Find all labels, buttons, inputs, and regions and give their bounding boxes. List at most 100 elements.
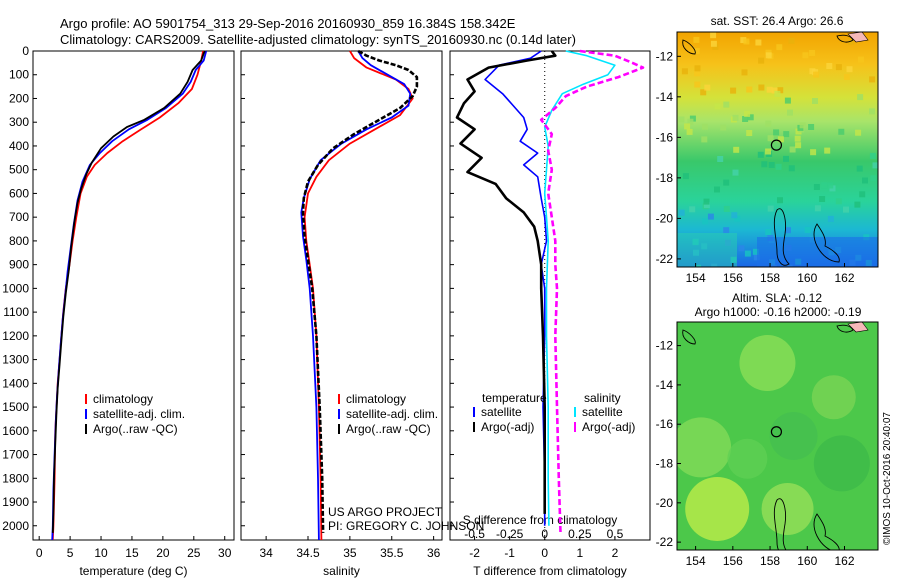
- sst-cell: [773, 129, 780, 136]
- sst-cell: [733, 146, 740, 153]
- coastline: [773, 498, 787, 550]
- sst-cell: [777, 197, 783, 204]
- land-patch: [847, 32, 869, 43]
- sst-cell: [703, 202, 710, 209]
- tdiff-tick-label: -2: [469, 546, 480, 560]
- tdiff-tick-label: 0: [541, 546, 548, 560]
- depth-tick-label: 900: [9, 258, 29, 272]
- sst-cell: [742, 116, 749, 122]
- sst-cell: [799, 122, 806, 129]
- sst-cell: [855, 129, 862, 136]
- sst-cell: [777, 136, 784, 143]
- temperature-tick-label: 25: [187, 546, 201, 560]
- legend-entry: satellite-adj. clim.: [346, 407, 438, 421]
- sst-cell: [788, 37, 795, 44]
- temperature-panel: 0100200300400500600700800900100011001200…: [2, 44, 235, 578]
- coastline: [682, 329, 696, 345]
- depth-tick-label: 2000: [2, 519, 29, 533]
- sst-cell: [795, 142, 802, 149]
- map-lat-label: -16: [656, 130, 674, 144]
- sst-cell: [857, 94, 864, 101]
- sst-cell: [747, 114, 754, 121]
- map-lat-label: -22: [656, 535, 674, 549]
- sst-cell: [826, 63, 833, 69]
- depth-tick-label: 100: [9, 68, 29, 82]
- map-lat-label: -14: [656, 90, 674, 104]
- map-lon-label: 154: [686, 554, 706, 568]
- map-lat-label: -18: [656, 457, 674, 471]
- sla-map-subtitle: Argo h1000: -0.16 h2000: -0.19: [695, 305, 862, 319]
- sst-cell: [677, 233, 737, 267]
- sst-cell: [723, 227, 730, 234]
- sst-cell: [694, 65, 701, 72]
- sst-cell: [857, 56, 864, 63]
- legend-entry: satellite: [481, 405, 522, 419]
- sst-cell: [702, 218, 709, 225]
- sst-cell: [710, 32, 717, 39]
- tdiff-tick-label: 2: [612, 546, 619, 560]
- sst-cell: [765, 148, 772, 155]
- sst-cell: [694, 70, 701, 77]
- sla-blob: [727, 438, 768, 479]
- sdiff-axis-label: S difference from climatology: [463, 513, 618, 527]
- map-lon-label: 154: [686, 271, 706, 285]
- sst-cell: [681, 68, 688, 75]
- sst-cell: [710, 40, 717, 47]
- sst-cell: [746, 130, 753, 136]
- depth-tick-label: 1300: [2, 353, 29, 367]
- sst-cell: [740, 37, 747, 44]
- map-lon-label: 158: [760, 554, 780, 568]
- depth-tick-label: 1800: [2, 471, 29, 485]
- sst-cell: [714, 186, 720, 193]
- profile-title: Argo profile: AO 5901754_313 29-Sep-2016…: [60, 16, 516, 31]
- sst-cell: [707, 213, 714, 220]
- sst-cell: [843, 73, 850, 80]
- sdiff-tick-label: -0.25: [496, 527, 524, 541]
- sst-cell: [765, 52, 772, 59]
- sst-cell: [741, 69, 748, 76]
- pi-label: PI: GREGORY C. JOHNSON: [328, 519, 484, 533]
- sst-cell: [765, 120, 772, 127]
- sst-cell: [767, 135, 774, 142]
- difference-panel: -2 -1 0 1 2 -0.5 -0.25 0 0.25 0.5S difference fro…: [449, 49, 651, 578]
- depth-tick-label: 1200: [2, 329, 29, 343]
- sst-cell: [777, 87, 784, 94]
- sst-cell: [848, 38, 855, 45]
- sst-cell: [768, 162, 775, 168]
- salinity-tick-label: 36: [427, 546, 441, 560]
- sst-cell: [731, 212, 738, 219]
- depth-tick-label: 1500: [2, 400, 29, 414]
- depth-tick-label: 1600: [2, 424, 29, 438]
- sst-cell: [717, 156, 724, 162]
- sst-cell: [787, 109, 793, 116]
- sst-cell: [771, 87, 778, 94]
- legend-entry: Argo(-adj): [481, 420, 534, 434]
- depth-tick-label: 1000: [2, 281, 29, 295]
- sst-cell: [814, 205, 821, 212]
- sst-cell: [678, 116, 685, 123]
- project-label: US ARGO PROJECT: [328, 505, 443, 519]
- sst-cell: [761, 161, 768, 168]
- sst-cell: [684, 123, 691, 130]
- salinity-axis-label: salinity: [323, 564, 360, 578]
- legend-entry: climatology: [93, 392, 153, 406]
- map-lat-label: -20: [656, 496, 674, 510]
- sst-cell: [789, 146, 796, 153]
- sst-cell: [686, 128, 693, 135]
- sst-cell: [776, 44, 783, 51]
- sst-cell: [746, 86, 753, 93]
- sst-cell: [767, 205, 774, 212]
- sst-cell: [693, 48, 700, 55]
- sst-cell: [758, 84, 765, 91]
- tdiff-tick-label: 1: [576, 546, 583, 560]
- sst-cell: [704, 84, 711, 91]
- sst-cell: [689, 115, 696, 122]
- difference-series-line: [539, 49, 645, 533]
- coastline: [773, 208, 790, 266]
- sst-cell: [824, 147, 831, 154]
- sst-cell: [723, 101, 730, 108]
- depth-tick-label: 800: [9, 234, 29, 248]
- sdiff-tick-label: 0.5: [607, 527, 624, 541]
- sst-cell: [693, 36, 700, 43]
- depth-tick-label: 200: [9, 91, 29, 105]
